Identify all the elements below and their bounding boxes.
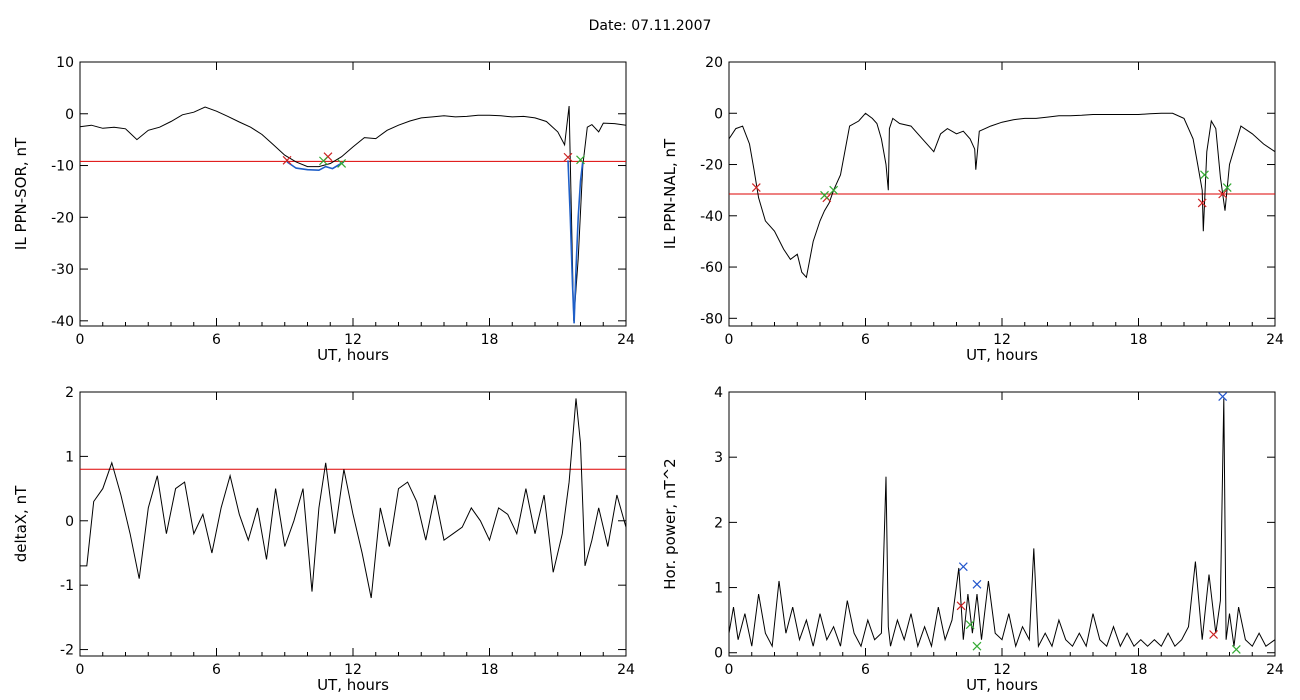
y-axis-label: IL PPN-SOR, nT [12, 137, 30, 250]
event-marker [820, 190, 829, 200]
x-axis-label: UT, hours [966, 346, 1038, 364]
y-tick-label: 10 [56, 55, 74, 71]
y-tick-label: 1 [65, 449, 74, 465]
event-marker [751, 183, 761, 193]
y-tick-label: -40 [700, 209, 723, 225]
y-tick-label: 0 [65, 107, 74, 123]
event-marker [282, 155, 292, 165]
y-tick-label: -60 [700, 260, 723, 276]
x-tick-label: 24 [617, 662, 635, 678]
chart-panel-4: 0 6 12 18 24 4 3 2 1 0 UT, hours Hor. power, nT^2 [661, 385, 1284, 694]
event-marker [1209, 630, 1218, 639]
x-tick-label: 18 [1130, 662, 1148, 678]
x-axis-label: UT, hours [966, 676, 1038, 694]
x-tick-label: 12 [344, 332, 362, 348]
plot-frame [728, 391, 1276, 657]
event-marker [1222, 183, 1232, 193]
x-tick-label: 12 [993, 332, 1011, 348]
event-marker [829, 185, 839, 195]
plot-frame [79, 391, 627, 657]
x-tick-label: 18 [1130, 332, 1148, 348]
x-tick-label: 18 [481, 332, 499, 348]
y-tick-label: 2 [65, 385, 74, 401]
x-tick-label: 24 [1266, 332, 1284, 348]
y-tick-label: -20 [51, 210, 74, 226]
series-line-1 [79, 105, 627, 321]
chart-panel-3: 0 6 12 18 24 2 1 0 -1 -2 UT, hours deltaX, nT [12, 385, 635, 694]
y-tick-label: -30 [51, 262, 74, 278]
y-axis-label: IL PPN-NAL, nT [661, 138, 679, 249]
y-tick-label: -2 [60, 643, 74, 659]
x-tick-label: 0 [725, 332, 734, 348]
series-line-1 [728, 112, 1276, 279]
y-tick-label: 0 [65, 514, 74, 530]
x-tick-label: 18 [481, 662, 499, 678]
x-tick-label: 0 [76, 662, 85, 678]
event-marker [576, 155, 585, 165]
x-tick-label: 6 [212, 332, 221, 348]
page-title: Date: 07.11.2007 [588, 18, 712, 34]
x-axis-label: UT, hours [317, 346, 389, 364]
y-tick-label: 0 [714, 646, 723, 662]
chart-panel-2: 0 6 12 18 24 20 0 -20 -40 -60 -80 UT, hours IL PPN-N… [661, 55, 1284, 364]
y-axis-label: deltaX, nT [12, 485, 30, 562]
x-tick-label: 12 [993, 662, 1011, 678]
x-axis-label: UT, hours [317, 676, 389, 694]
x-tick-label: 6 [861, 662, 870, 678]
event-marker [965, 620, 975, 630]
event-marker [958, 562, 968, 572]
x-tick-label: 24 [1266, 662, 1284, 678]
x-tick-label: 0 [725, 662, 734, 678]
event-marker [972, 579, 982, 589]
x-tick-label: 6 [212, 662, 221, 678]
y-tick-label: -40 [51, 314, 74, 330]
y-axis-label: Hor. power, nT^2 [661, 458, 679, 589]
event-marker [1231, 645, 1241, 654]
y-tick-label: -20 [700, 158, 723, 174]
y-tick-label: -80 [700, 311, 723, 327]
event-marker [972, 641, 982, 651]
series-line-2 [286, 161, 345, 172]
y-tick-label: 2 [714, 515, 723, 531]
plot-frame [79, 61, 627, 327]
y-tick-label: -1 [60, 578, 74, 594]
y-tick-label: 20 [705, 55, 723, 71]
y-tick-label: 4 [714, 385, 723, 401]
series-line-1 [80, 398, 627, 599]
series-line-3 [567, 160, 584, 324]
event-marker [563, 152, 573, 162]
event-marker [956, 601, 966, 611]
event-marker [1200, 170, 1209, 180]
event-marker [337, 159, 347, 168]
y-tick-label: -10 [51, 159, 74, 175]
y-tick-label: 0 [714, 106, 723, 122]
event-marker [1218, 392, 1228, 401]
series-line-1 [728, 398, 1276, 649]
y-tick-label: 1 [714, 581, 723, 597]
x-tick-label: 6 [861, 332, 870, 348]
chart-panel-1: 0 6 12 18 24 10 0 -10 -20 -30 -40 UT, hours IL PPN-S… [12, 55, 635, 364]
event-marker [1197, 198, 1207, 208]
event-marker [319, 156, 328, 166]
x-tick-label: 12 [344, 662, 362, 678]
x-tick-label: 24 [617, 332, 635, 348]
x-tick-label: 0 [76, 332, 85, 348]
event-marker [1218, 189, 1228, 199]
y-tick-label: 3 [714, 450, 723, 466]
